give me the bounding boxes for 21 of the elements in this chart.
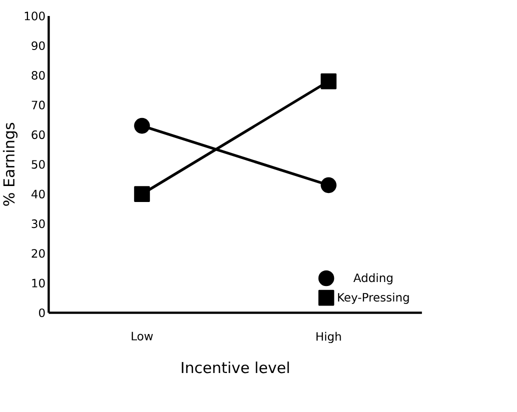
y-axis-title: % Earnings <box>2 122 18 206</box>
y-tick-label: 10 <box>32 278 45 288</box>
y-tick-label: 0 <box>39 308 45 317</box>
y-tick-label: 100 <box>24 11 45 20</box>
point <box>320 177 337 193</box>
legend-label: Key-Pressing <box>338 292 409 304</box>
y-tick-label: 60 <box>32 130 45 139</box>
point <box>134 118 150 134</box>
y-tick-label: 20 <box>32 248 45 258</box>
legend-label: Adding <box>353 273 392 284</box>
y-tick-label: 90 <box>32 41 45 50</box>
x-tick-label: High <box>316 332 341 343</box>
y-tick-label: 30 <box>32 219 45 228</box>
point <box>320 73 337 90</box>
point <box>134 186 150 202</box>
y-tick-label: 80 <box>32 70 45 80</box>
y-tick-label: 50 <box>32 160 45 169</box>
x-tick-label: Low <box>132 332 153 340</box>
y-tick-label: 40 <box>31 190 45 198</box>
x-axis-title: Incentive level <box>182 361 289 374</box>
y-tick-label: 70 <box>32 100 45 110</box>
